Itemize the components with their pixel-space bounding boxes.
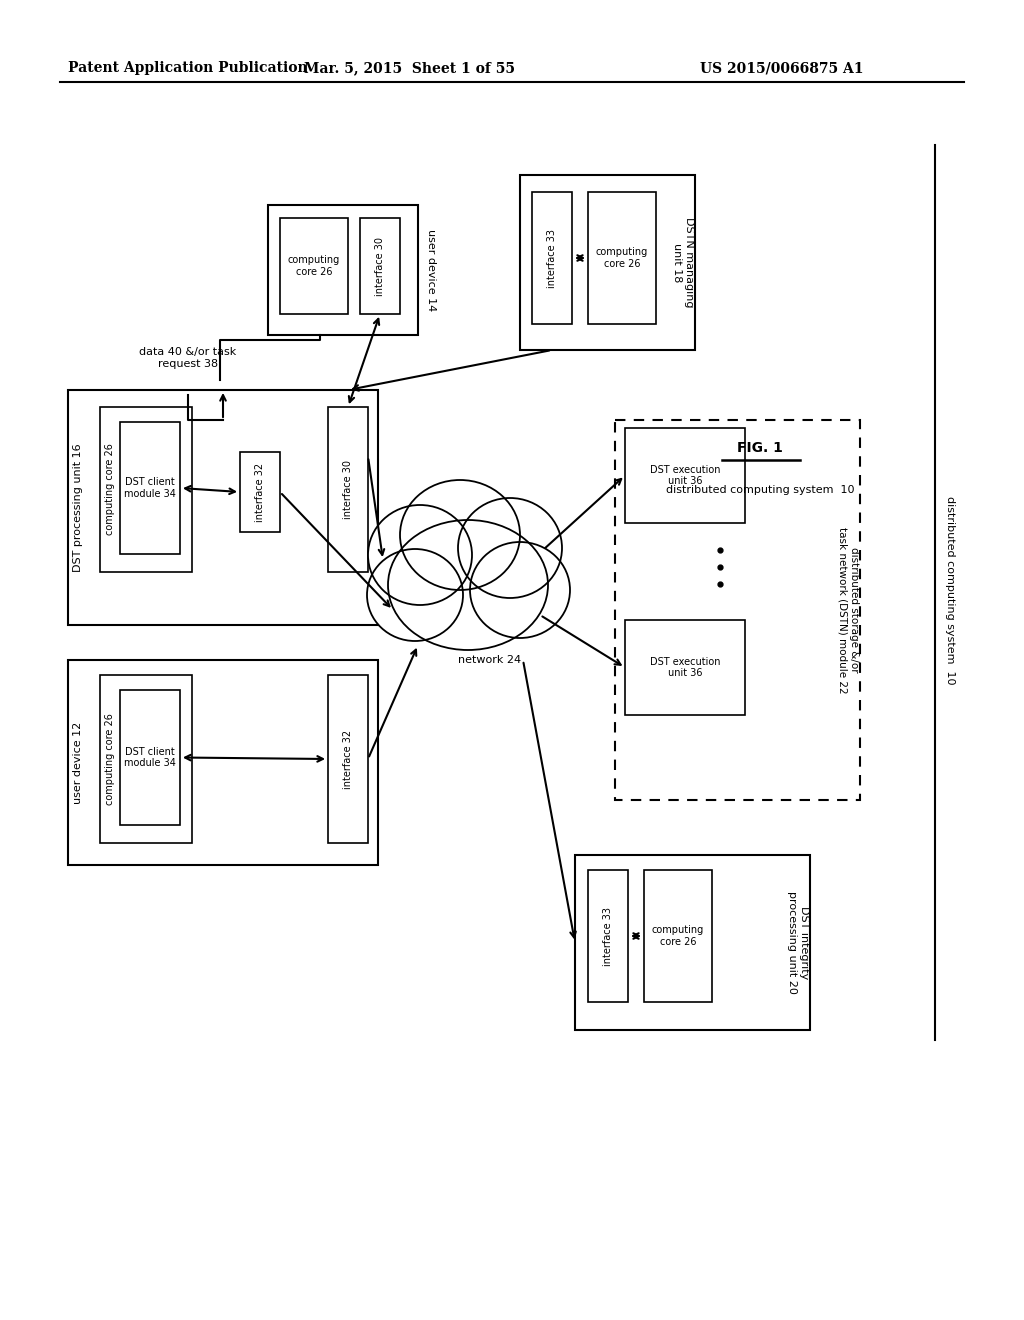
Bar (532, 191, 572, 323)
Bar (615, 420, 860, 800)
Bar (120, 422, 180, 554)
Bar (280, 218, 348, 314)
Text: interface 32: interface 32 (255, 462, 265, 521)
Text: interface 32: interface 32 (343, 730, 353, 788)
Text: computing core 26: computing core 26 (105, 713, 115, 805)
Bar (68, 660, 378, 865)
Text: user device 14: user device 14 (426, 228, 436, 312)
Text: DST integrity
processing unit 20: DST integrity processing unit 20 (787, 891, 809, 994)
Bar (360, 218, 400, 314)
Bar (625, 428, 745, 523)
Bar (575, 855, 810, 1030)
Ellipse shape (367, 549, 463, 642)
Text: DST client
module 34: DST client module 34 (124, 478, 176, 499)
Ellipse shape (458, 498, 562, 598)
Bar (588, 870, 628, 1002)
Bar (644, 870, 712, 1002)
Text: Patent Application Publication: Patent Application Publication (68, 61, 307, 75)
Text: DST execution
unit 36: DST execution unit 36 (650, 465, 720, 486)
Bar (625, 620, 745, 715)
Text: network 24: network 24 (459, 655, 521, 665)
Text: distributed storage &/or
task network (DSTN) module 22: distributed storage &/or task network (D… (838, 527, 859, 693)
Bar (328, 675, 368, 843)
Text: distributed computing system  10: distributed computing system 10 (666, 484, 854, 495)
Text: computing core 26: computing core 26 (105, 444, 115, 536)
Bar (588, 191, 656, 323)
Text: DST client
module 34: DST client module 34 (124, 747, 176, 768)
Bar (120, 690, 180, 825)
Ellipse shape (470, 543, 570, 638)
Text: data 40 &/or task
request 38: data 40 &/or task request 38 (139, 347, 237, 368)
Ellipse shape (388, 520, 548, 649)
Text: Mar. 5, 2015  Sheet 1 of 55: Mar. 5, 2015 Sheet 1 of 55 (304, 61, 515, 75)
Text: interface 30: interface 30 (343, 459, 353, 519)
Text: computing
core 26: computing core 26 (652, 925, 705, 946)
Text: interface 30: interface 30 (375, 236, 385, 296)
Bar (520, 176, 695, 350)
Text: DSTN managing
unit 18: DSTN managing unit 18 (672, 218, 694, 308)
Bar (68, 389, 378, 624)
Text: US 2015/0066875 A1: US 2015/0066875 A1 (700, 61, 863, 75)
Bar (100, 675, 193, 843)
Text: computing
core 26: computing core 26 (288, 255, 340, 277)
Text: interface 33: interface 33 (603, 907, 613, 965)
Text: FIG. 1: FIG. 1 (737, 441, 783, 455)
Text: interface 33: interface 33 (547, 228, 557, 288)
Ellipse shape (400, 480, 520, 590)
Text: distributed computing system  10: distributed computing system 10 (945, 496, 955, 684)
Bar (328, 407, 368, 572)
Text: DST processing unit 16: DST processing unit 16 (73, 444, 83, 572)
Bar (100, 407, 193, 572)
Ellipse shape (368, 506, 472, 605)
Text: DST execution
unit 36: DST execution unit 36 (650, 657, 720, 678)
Text: computing
core 26: computing core 26 (596, 247, 648, 269)
Text: user device 12: user device 12 (73, 721, 83, 804)
Bar (268, 205, 418, 335)
Bar (240, 451, 280, 532)
